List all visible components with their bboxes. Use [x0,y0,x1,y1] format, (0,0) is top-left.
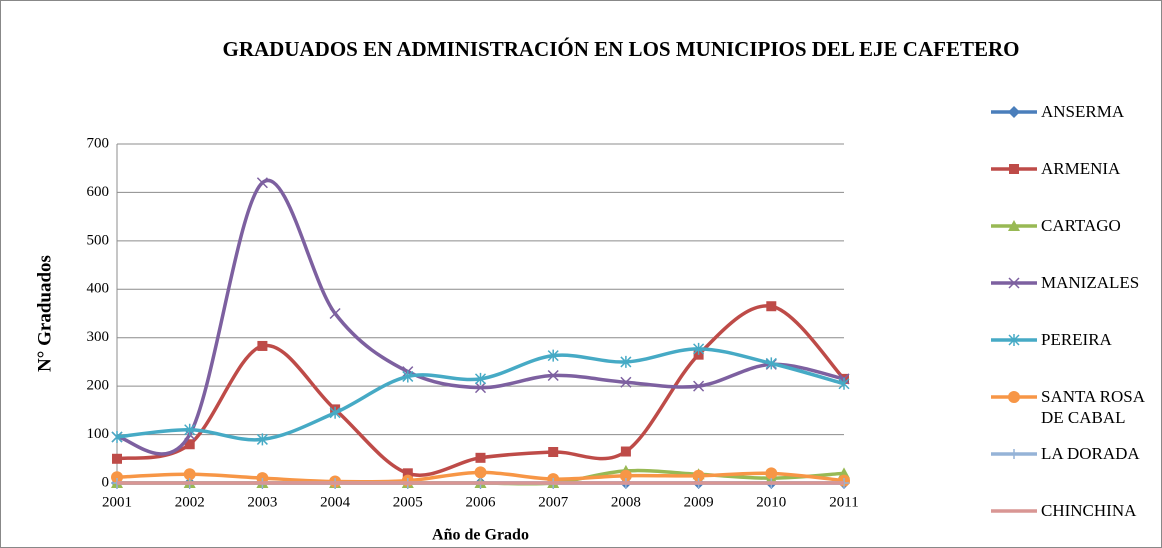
x-tick-label: 2003 [247,494,277,510]
marker [111,430,123,443]
x-tick-label: 2005 [393,494,423,510]
x-axis-label: Año de Grado [432,527,529,544]
marker [257,340,268,351]
y-tick-label: 200 [87,378,110,394]
marker [692,469,705,482]
chart-title: GRADUADOS EN ADMINISTRACIÓN EN LOS MUNIC… [222,37,1020,61]
series-line [116,347,845,442]
x-tick-label: 2006 [466,494,497,510]
legend-label: SANTA ROSA DE CABAL [1041,387,1145,427]
marker [1009,449,1019,459]
legend-label: CHINCHINA [1041,501,1137,520]
marker [1009,164,1019,174]
marker [1008,220,1020,231]
marker [619,469,632,482]
marker [184,423,196,436]
x-tick-label: 2001 [102,494,132,510]
marker [1008,106,1020,118]
legend-label: CARTAGO [1041,216,1121,235]
marker [1008,334,1020,346]
legend-label: ANSERMA [1041,102,1125,121]
marker [765,357,777,370]
marker [1008,277,1020,289]
y-tick-label: 300 [87,329,110,345]
marker [838,377,850,390]
marker [256,433,268,446]
marker [620,446,631,457]
y-tick-label: 100 [87,426,110,442]
marker [112,453,122,464]
legend-label: PEREIRA [1041,330,1112,349]
marker [474,382,487,394]
marker [474,466,487,479]
series-line [116,178,845,456]
x-tick-label: 2004 [320,494,351,510]
marker [256,177,268,189]
y-axis-label: N° Graduados [34,255,55,372]
x-tick-label: 2010 [756,494,786,510]
marker [474,372,487,385]
marker [766,301,777,312]
x-tick-label: 2011 [829,494,858,510]
marker [111,471,123,484]
marker [475,452,486,463]
marker [329,307,341,320]
legend-label: LA DORADA [1041,444,1140,463]
legend-label: MANIZALES [1041,273,1140,292]
marker [1008,391,1020,403]
x-tick-label: 2008 [611,494,641,510]
marker [620,355,632,368]
y-tick-label: 500 [87,232,110,248]
marker [547,349,559,362]
marker [329,406,341,419]
marker [548,447,559,458]
y-tick-label: 0 [102,474,110,490]
y-tick-label: 400 [87,281,110,297]
marker [184,439,195,450]
marker [693,342,705,355]
x-tick-label: 2007 [538,494,569,510]
marker [693,380,705,392]
marker [402,370,414,383]
marker [402,468,413,479]
x-tick-label: 2009 [684,494,714,510]
marker [620,376,632,388]
marker [765,467,778,480]
y-tick-label: 600 [87,184,110,200]
marker [183,468,196,481]
legend-label: ARMENIA [1041,159,1121,178]
x-tick-label: 2002 [175,494,205,510]
y-tick-label: 700 [87,135,110,151]
series-line [116,304,846,477]
marker [547,369,559,382]
